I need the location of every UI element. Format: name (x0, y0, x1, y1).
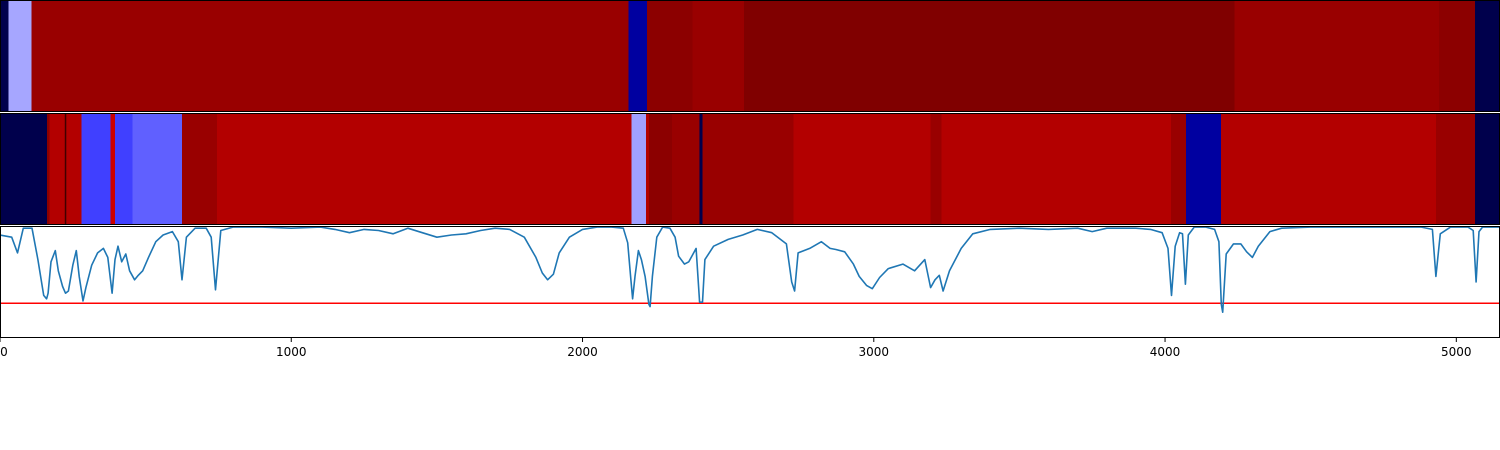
middle-heatmap-segment-16 (930, 113, 942, 225)
x-tick-label-2: 2000 (567, 345, 598, 359)
middle-heatmap-segment-20 (1220, 113, 1437, 225)
series-line (0, 226, 1500, 313)
top-heatmap-segment-1 (8, 0, 33, 112)
middle-heatmap-segment-4 (110, 113, 116, 225)
middle-heatmap-segment-1 (47, 113, 51, 225)
line-panel-background (0, 226, 1500, 338)
top-heatmap-segment-3 (628, 0, 648, 112)
x-tick-label-5: 5000 (1441, 345, 1472, 359)
middle-heatmap-segment-13 (699, 113, 704, 225)
x-axis: 0 1000 2000 3000 4000 5000 (0, 338, 1472, 359)
heatmap-panel-middle (0, 113, 1500, 225)
x-tick-label-0: 0 (0, 345, 8, 359)
middle-heatmap-segment-19 (1186, 113, 1222, 225)
top-heatmap-segment-2 (31, 0, 630, 112)
middle-heatmap-segment-3 (81, 113, 112, 225)
top-heatmap-segment-4 (647, 0, 694, 112)
top-heatmap-segment-9 (1475, 0, 1500, 112)
middle-heatmap-segment-15 (793, 113, 932, 225)
heatmap-panel-top (0, 0, 1500, 112)
x-tick-label-3: 3000 (859, 345, 890, 359)
middle-heatmap-segment-9 (631, 113, 647, 225)
top-heatmap-segment-7 (1234, 0, 1440, 112)
middle-heatmap-segment-21 (1435, 113, 1476, 225)
x-tick-label-4: 4000 (1150, 345, 1181, 359)
middle-heatmap-segment-12 (672, 113, 701, 225)
x-tick-label-1: 1000 (276, 345, 307, 359)
middle-heatmap-segment-18 (1170, 113, 1187, 225)
middle-heatmap-segment-10 (646, 113, 650, 225)
middle-heatmap-segment-7 (182, 113, 218, 225)
middle-heatmap-segment-22 (1475, 113, 1500, 225)
middle-heatmap-segment-0 (0, 113, 48, 225)
middle-heatmap-segment-8 (216, 113, 633, 225)
top-heatmap-segment-8 (1438, 0, 1476, 112)
middle-heatmap-segment-11 (648, 113, 673, 225)
middle-heatmap-segment-6 (132, 113, 183, 225)
line-panel-bottom (0, 226, 1500, 338)
top-heatmap-segment-0 (0, 0, 10, 112)
middle-heatmap-segment-17 (941, 113, 1172, 225)
middle-heatmap-segment-14 (702, 113, 795, 225)
top-heatmap-segment-5 (692, 0, 745, 112)
middle-heatmap-segment-5 (115, 113, 134, 225)
top-heatmap-segment-6 (744, 0, 1235, 112)
